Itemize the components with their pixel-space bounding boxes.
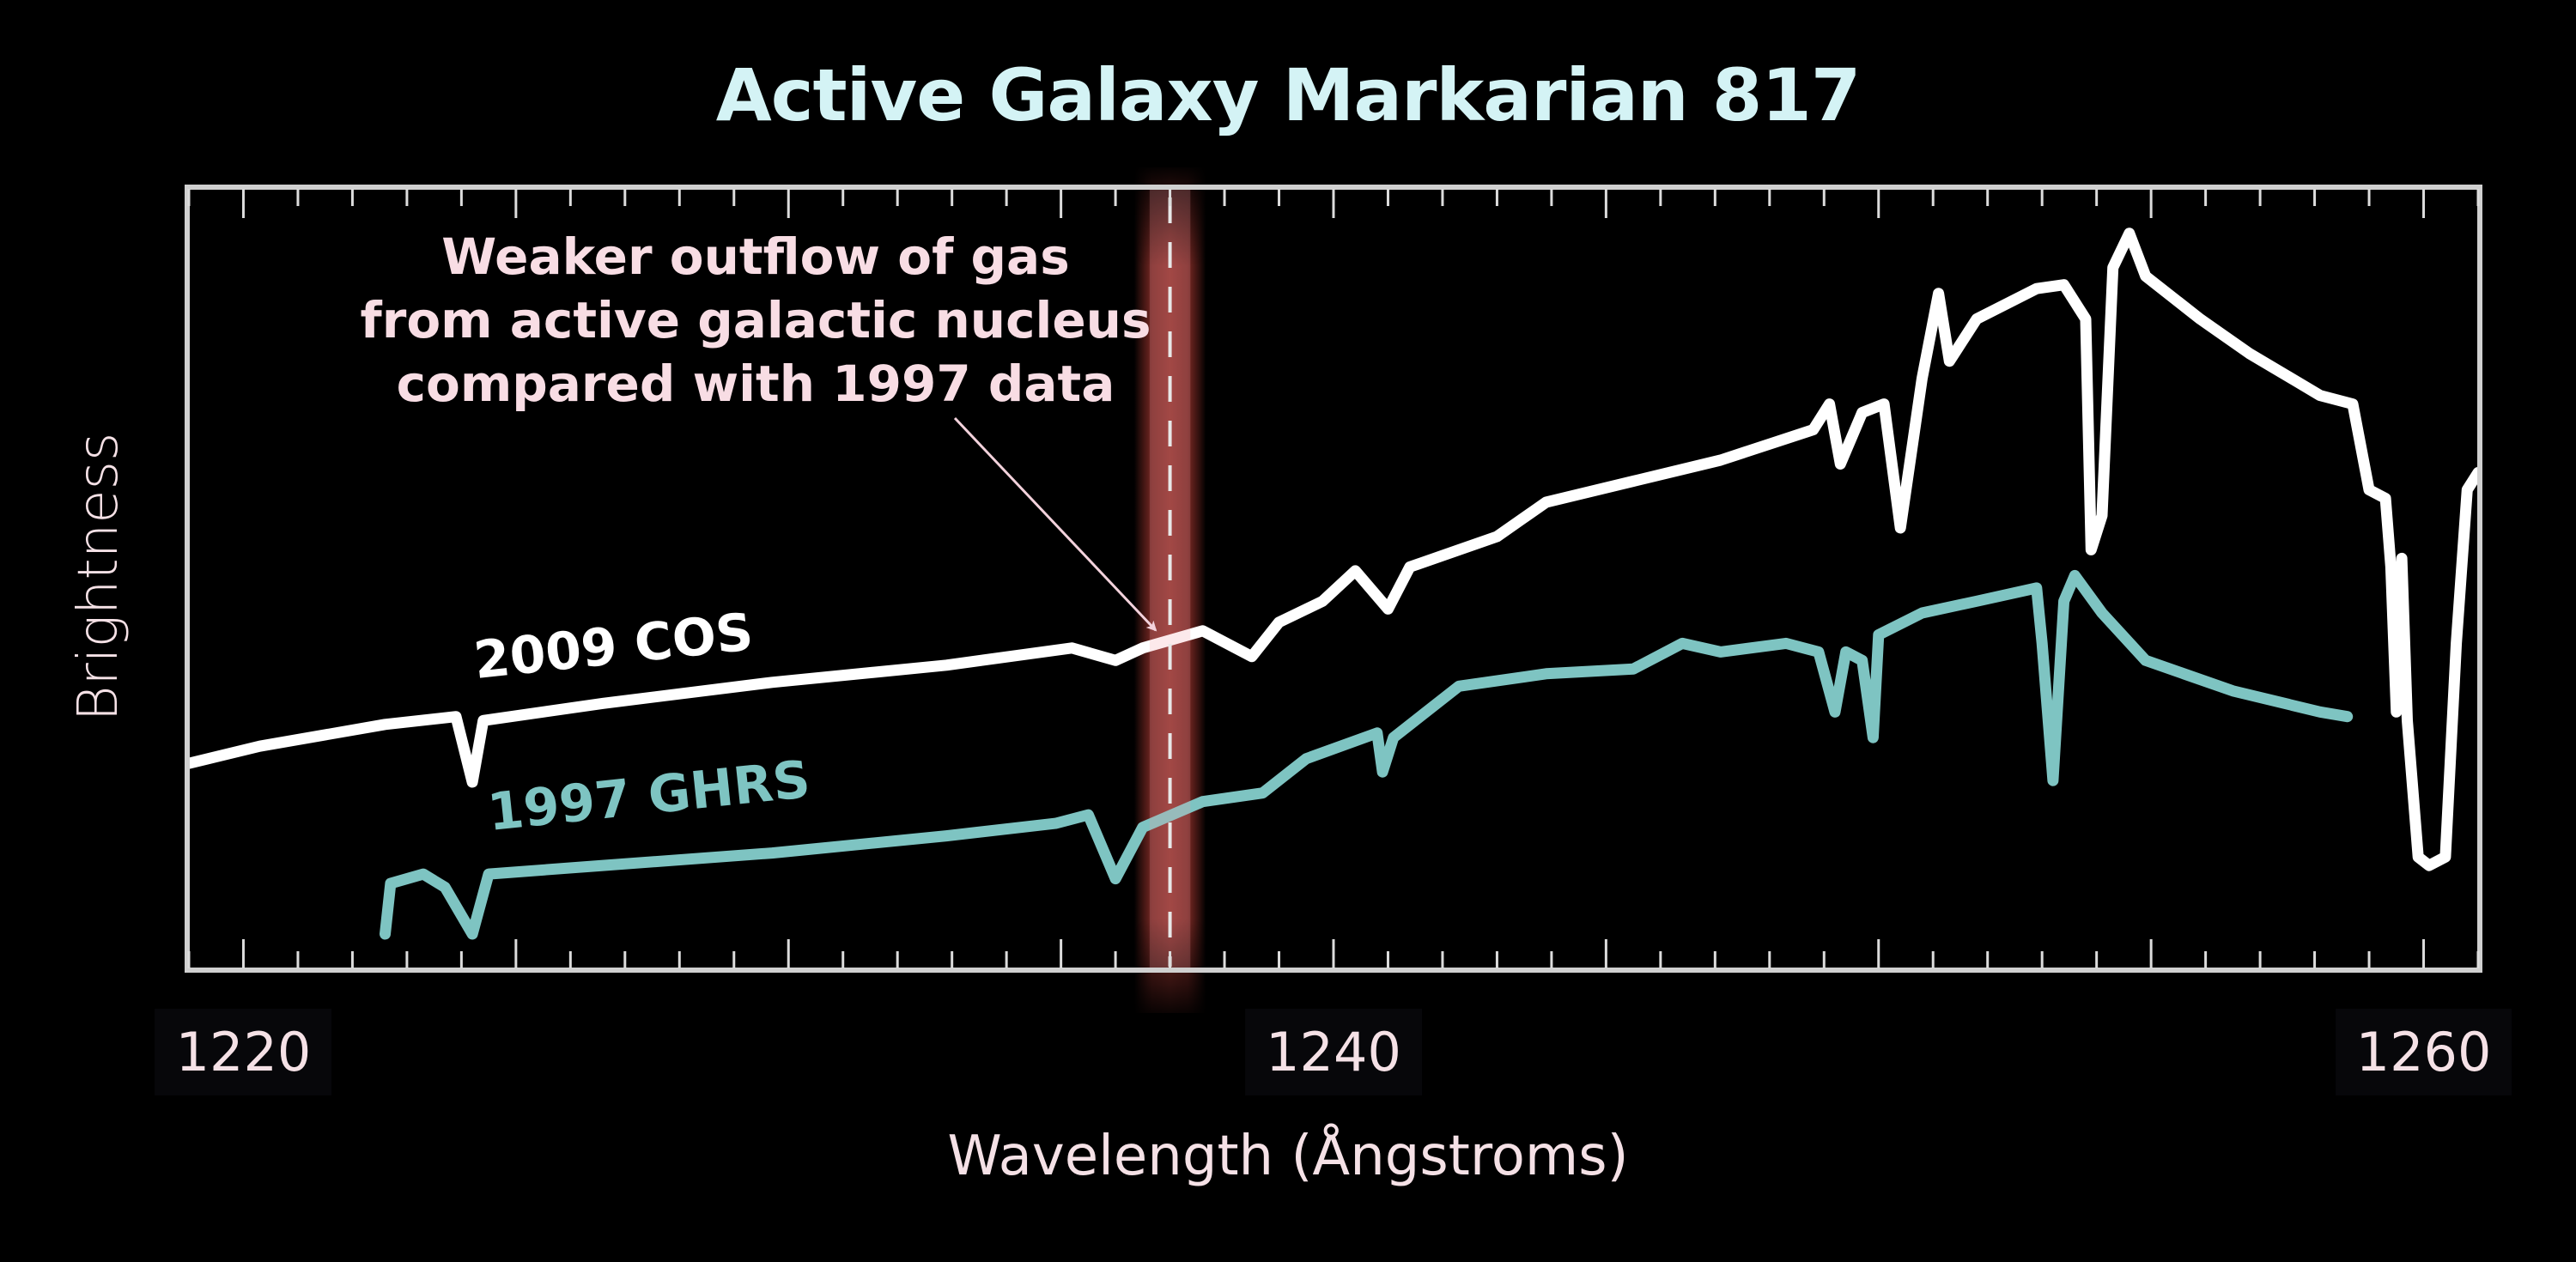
y-axis-label: Brightness xyxy=(67,432,131,722)
annotation-line: compared with 1997 data xyxy=(396,355,1115,413)
series-line-2009-cos xyxy=(189,228,2478,871)
annotation-line: Weaker outflow of gas xyxy=(441,228,1070,286)
annotation-text: Weaker outflow of gas from active galact… xyxy=(283,225,1228,416)
series-line-1997-ghrs xyxy=(380,569,2354,940)
plot-frame xyxy=(185,185,2482,973)
annotation-line: from active galactic nucleus xyxy=(360,291,1151,349)
chart-title: Active Galaxy Markarian 817 xyxy=(715,53,1862,137)
x-axis-label: Wavelength (Ångstroms) xyxy=(947,1125,1629,1188)
x-tick-label: 1220 xyxy=(155,1009,332,1095)
x-tick-label: 1260 xyxy=(2335,1009,2512,1095)
x-tick-label: 1240 xyxy=(1245,1009,1422,1095)
annotation-arrow xyxy=(953,416,1157,632)
